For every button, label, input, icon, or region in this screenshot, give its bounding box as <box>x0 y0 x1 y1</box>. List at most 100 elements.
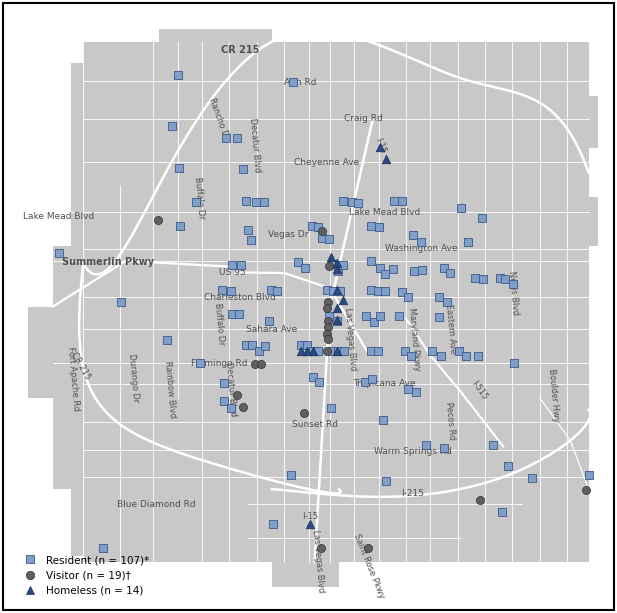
Point <box>366 346 376 356</box>
Point <box>400 346 410 356</box>
Point <box>360 377 370 387</box>
Point <box>325 234 334 244</box>
Point <box>268 519 278 529</box>
Point <box>332 264 342 274</box>
Text: Sahara Ave: Sahara Ave <box>246 324 297 333</box>
Text: I-15: I-15 <box>302 512 318 521</box>
Point <box>403 384 413 394</box>
Point <box>227 310 237 319</box>
Point <box>324 261 334 270</box>
Text: Boulder Hwy: Boulder Hwy <box>547 368 561 422</box>
Text: Cheyenne Ave: Cheyenne Ave <box>294 158 359 167</box>
Point <box>116 297 126 306</box>
Point <box>463 237 473 247</box>
Bar <box>22 17 71 599</box>
Text: Sunset Rd: Sunset Rd <box>292 419 337 428</box>
Text: I-215: I-215 <box>401 489 424 498</box>
Point <box>354 198 363 208</box>
Point <box>332 303 342 313</box>
Point <box>254 346 263 356</box>
Point <box>436 351 445 361</box>
Point <box>406 351 416 361</box>
Point <box>380 269 390 279</box>
Point <box>373 346 383 356</box>
Text: Lake Mead Blvd: Lake Mead Blvd <box>23 212 94 221</box>
Point <box>333 266 342 276</box>
Point <box>323 346 333 356</box>
Point <box>323 322 333 332</box>
Point <box>387 264 397 273</box>
Point <box>286 470 296 479</box>
Text: CR 215: CR 215 <box>221 45 260 55</box>
Text: Rancho Dr: Rancho Dr <box>207 97 230 141</box>
Point <box>338 295 348 305</box>
Point <box>317 234 327 243</box>
Point <box>381 154 391 164</box>
Point <box>226 403 236 413</box>
Point <box>508 279 518 289</box>
Point <box>326 252 336 262</box>
Point <box>326 403 336 413</box>
Point <box>427 346 437 356</box>
Point <box>442 297 452 307</box>
Point <box>173 70 183 80</box>
Point <box>410 266 420 276</box>
Text: I-515: I-515 <box>469 379 489 401</box>
Text: Nellis Blvd: Nellis Blvd <box>507 270 520 316</box>
Point <box>220 378 230 388</box>
Bar <box>22 17 607 63</box>
Point <box>236 260 246 270</box>
Point <box>272 286 282 295</box>
Point <box>366 221 376 231</box>
Point <box>232 390 242 400</box>
Text: I-15: I-15 <box>373 137 387 155</box>
Point <box>228 260 238 270</box>
Text: Buffalo Dr: Buffalo Dr <box>213 302 225 345</box>
Text: Washington Ave: Washington Ave <box>385 244 457 253</box>
Point <box>292 257 302 267</box>
Bar <box>22 556 607 599</box>
Point <box>220 397 230 406</box>
Point <box>317 543 326 553</box>
Text: Rainbow Blvd: Rainbow Blvd <box>163 360 176 418</box>
Text: Pecos Rd: Pecos Rd <box>444 401 457 440</box>
Point <box>375 263 385 273</box>
Text: Maryland Pkwy: Maryland Pkwy <box>407 307 421 371</box>
Point <box>217 285 227 295</box>
Point <box>222 134 231 143</box>
Point <box>242 225 252 235</box>
Point <box>162 335 172 345</box>
Point <box>421 440 431 450</box>
Point <box>378 416 388 425</box>
Point <box>375 142 384 152</box>
Point <box>174 163 184 173</box>
Point <box>308 371 318 381</box>
Point <box>456 204 466 213</box>
Point <box>323 297 333 306</box>
Point <box>434 313 444 322</box>
Point <box>488 440 498 450</box>
Text: Buffalo Dr: Buffalo Dr <box>193 177 205 219</box>
Point <box>251 197 261 207</box>
Point <box>332 315 342 325</box>
Polygon shape <box>28 29 598 587</box>
Point <box>191 197 201 207</box>
Text: Tropicana Ave: Tropicana Ave <box>354 379 416 387</box>
Point <box>584 470 594 479</box>
Point <box>373 222 383 232</box>
Text: Saint Rose Pkwy: Saint Rose Pkwy <box>352 533 386 600</box>
Point <box>439 263 449 273</box>
Point <box>313 223 323 232</box>
Point <box>477 213 487 223</box>
Point <box>381 476 391 485</box>
Point <box>247 340 257 350</box>
Point <box>461 351 471 361</box>
Point <box>338 260 348 270</box>
Point <box>302 346 312 356</box>
Point <box>296 340 305 350</box>
Point <box>296 346 305 356</box>
Point <box>195 357 205 367</box>
Point <box>167 121 176 131</box>
Point <box>439 443 449 453</box>
Point <box>326 346 336 356</box>
